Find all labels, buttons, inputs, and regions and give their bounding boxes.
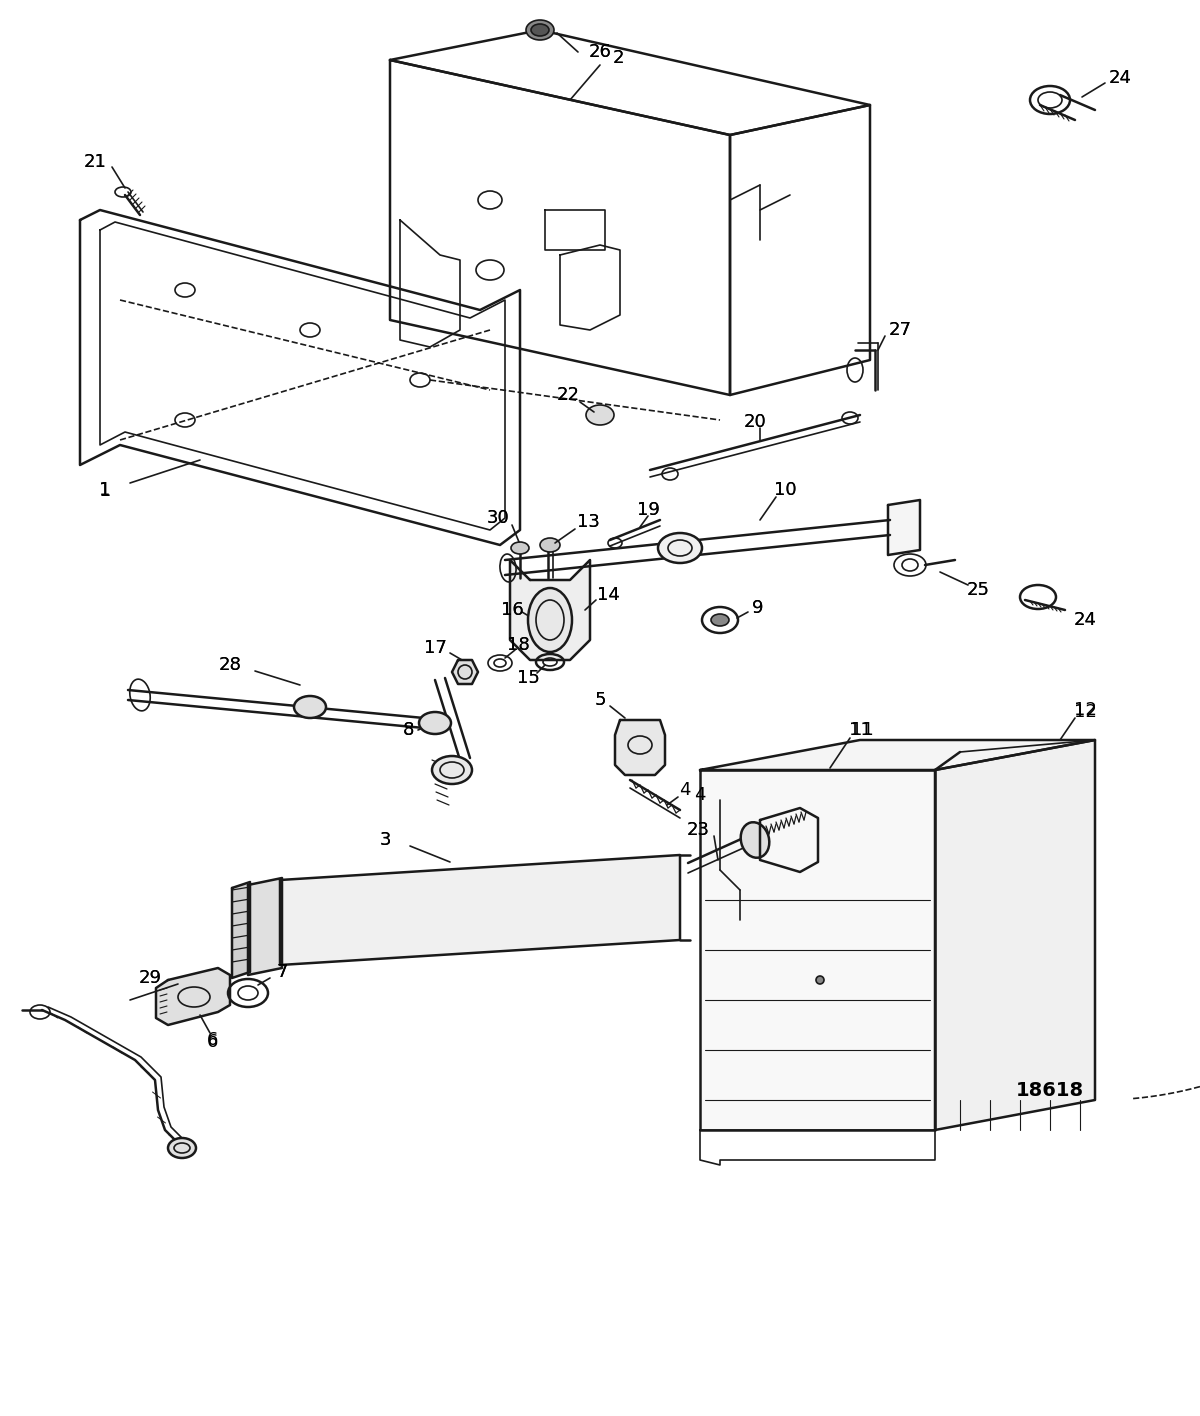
Text: 18: 18 (506, 636, 529, 654)
Text: 11: 11 (851, 721, 874, 739)
Text: 14: 14 (596, 586, 619, 605)
Text: 22: 22 (557, 387, 580, 404)
Ellipse shape (528, 588, 572, 651)
Text: 1: 1 (100, 481, 110, 498)
Ellipse shape (511, 542, 529, 554)
Text: 30: 30 (487, 508, 509, 527)
Text: 16: 16 (500, 600, 523, 619)
Text: 22: 22 (557, 387, 580, 404)
Text: 6: 6 (206, 1034, 217, 1051)
Ellipse shape (658, 532, 702, 564)
Text: 18618: 18618 (1016, 1080, 1084, 1099)
Ellipse shape (168, 1138, 196, 1158)
Ellipse shape (816, 976, 824, 984)
Text: 12: 12 (1074, 701, 1097, 719)
Ellipse shape (530, 24, 550, 35)
Ellipse shape (540, 538, 560, 552)
Text: 18: 18 (506, 636, 529, 654)
Ellipse shape (586, 405, 614, 425)
Text: 21: 21 (84, 153, 107, 171)
Text: 10: 10 (774, 481, 797, 498)
Ellipse shape (526, 20, 554, 40)
Text: 9: 9 (752, 599, 763, 617)
Text: 3: 3 (379, 831, 391, 850)
Text: 7: 7 (276, 963, 288, 981)
Text: 5: 5 (594, 691, 606, 709)
Text: 25: 25 (966, 581, 990, 599)
Ellipse shape (419, 712, 451, 733)
Text: 13: 13 (576, 513, 600, 531)
Text: 21: 21 (84, 153, 107, 171)
Text: 20: 20 (744, 413, 767, 430)
Text: 8: 8 (402, 721, 414, 739)
Text: 20: 20 (744, 413, 767, 430)
Text: 17: 17 (424, 639, 446, 657)
Text: 23: 23 (686, 821, 709, 840)
Polygon shape (700, 741, 1096, 770)
Text: 4: 4 (695, 786, 706, 804)
Text: 30: 30 (487, 508, 509, 527)
Polygon shape (280, 855, 680, 964)
Polygon shape (452, 660, 478, 684)
Text: 19: 19 (636, 501, 660, 520)
Polygon shape (888, 500, 920, 555)
Text: 9: 9 (752, 599, 763, 617)
Polygon shape (510, 559, 590, 660)
Polygon shape (156, 969, 230, 1025)
Text: 13: 13 (576, 513, 600, 531)
Ellipse shape (710, 615, 730, 626)
Text: 29: 29 (138, 969, 162, 987)
Text: 27: 27 (888, 321, 912, 338)
Text: 2: 2 (612, 50, 624, 67)
Text: 29: 29 (138, 969, 162, 987)
Text: 25: 25 (966, 581, 990, 599)
Text: 17: 17 (424, 639, 446, 657)
Ellipse shape (432, 756, 472, 784)
Text: 11: 11 (848, 721, 871, 739)
Polygon shape (760, 809, 818, 872)
Text: 2: 2 (612, 50, 624, 67)
Text: 28: 28 (218, 656, 241, 674)
Text: 24: 24 (1109, 69, 1132, 86)
Text: 6: 6 (206, 1031, 217, 1049)
Text: 4: 4 (679, 782, 691, 799)
Text: 12: 12 (1074, 702, 1097, 721)
Text: 16: 16 (500, 600, 523, 619)
Text: 14: 14 (596, 586, 619, 605)
Text: 7: 7 (276, 963, 288, 981)
Ellipse shape (294, 697, 326, 718)
Text: 24: 24 (1074, 610, 1097, 629)
Polygon shape (248, 878, 282, 976)
Polygon shape (935, 741, 1096, 1130)
Text: 28: 28 (218, 656, 241, 674)
Text: 26: 26 (588, 42, 612, 61)
Text: 1: 1 (98, 480, 112, 500)
Text: 15: 15 (516, 668, 540, 687)
Text: 5: 5 (594, 691, 606, 709)
Ellipse shape (740, 823, 769, 858)
Polygon shape (700, 770, 935, 1130)
Text: 15: 15 (516, 668, 540, 687)
Text: 24: 24 (1074, 610, 1097, 629)
Text: 19: 19 (636, 501, 660, 520)
Text: 27: 27 (888, 321, 912, 338)
Text: 10: 10 (774, 481, 797, 498)
Polygon shape (616, 719, 665, 775)
Text: 24: 24 (1109, 69, 1132, 86)
Text: 8: 8 (402, 721, 414, 739)
Text: 26: 26 (588, 42, 612, 61)
Text: 23: 23 (686, 821, 709, 840)
Text: 3: 3 (379, 831, 391, 850)
Polygon shape (232, 882, 250, 978)
